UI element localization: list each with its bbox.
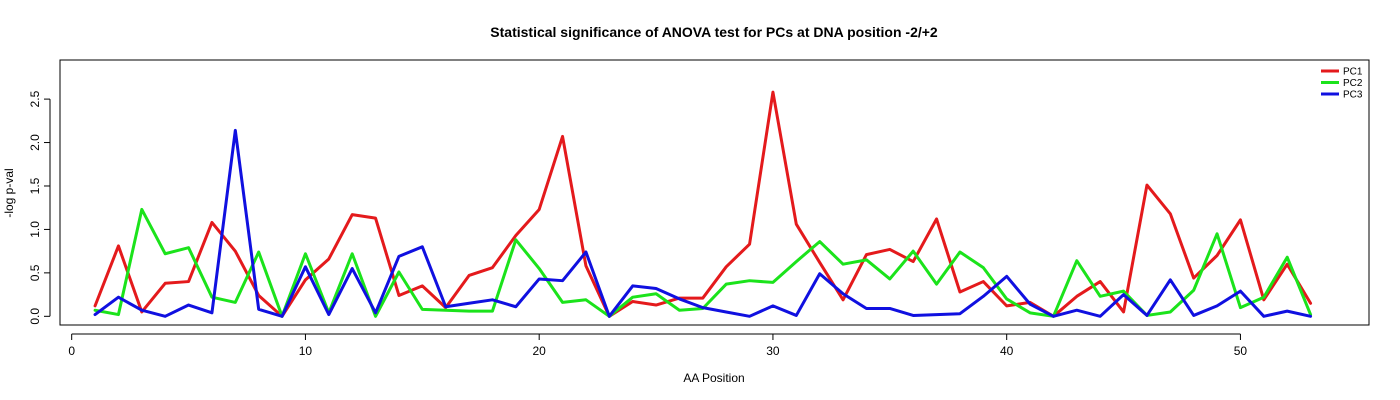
y-tick-label: 0.0 (28, 308, 42, 325)
series-line-pc3 (93, 128, 1313, 318)
y-axis-label: -log p-val (2, 168, 16, 217)
series-line-pc1 (93, 90, 1313, 318)
chart-title: Statistical significance of ANOVA test f… (490, 24, 938, 40)
x-axis-label: AA Position (683, 371, 744, 385)
x-tick-label: 50 (1234, 344, 1248, 358)
y-tick-label: 2.5 (28, 90, 42, 107)
y-tick-label: 0.5 (28, 264, 42, 281)
x-tick-label: 20 (533, 344, 547, 358)
legend-label-pc3: PC3 (1343, 90, 1363, 101)
y-tick-label: 2.0 (28, 134, 42, 151)
legend-label-pc2: PC2 (1343, 78, 1363, 89)
x-tick-label: 30 (766, 344, 780, 358)
y-tick-label: 1.5 (28, 177, 42, 194)
x-tick-label: 40 (1000, 344, 1014, 358)
legend-label-pc1: PC1 (1343, 67, 1363, 78)
x-tick-label: 0 (68, 344, 75, 358)
plot-area-border (59, 59, 1370, 326)
y-tick-label: 1.0 (28, 221, 42, 238)
x-axis: 0 10 20 30 40 50 (68, 333, 1248, 358)
x-tick-label: 10 (299, 344, 313, 358)
series-layer (93, 90, 1313, 318)
y-axis: 0.0 0.5 1.0 1.5 2.0 2.5 (28, 90, 51, 325)
